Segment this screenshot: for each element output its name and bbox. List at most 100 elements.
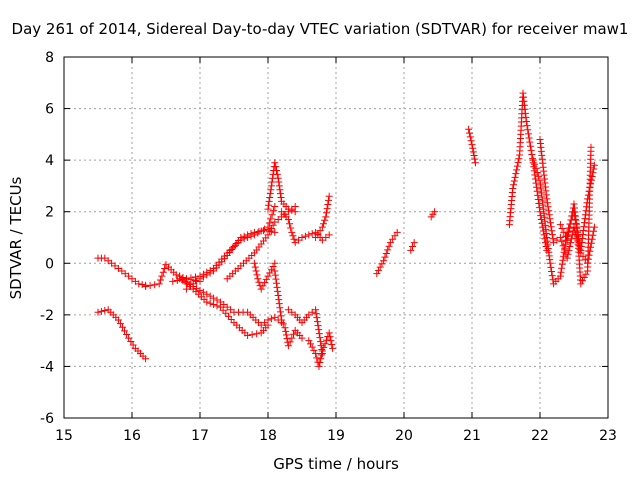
data-point xyxy=(275,182,283,190)
y-tick-label: -2 xyxy=(40,308,54,324)
data-point xyxy=(269,207,277,215)
data-point xyxy=(376,263,384,271)
data-point xyxy=(512,170,520,178)
series-arc-8 xyxy=(223,203,299,283)
y-tick-label: -4 xyxy=(40,359,54,375)
data-point xyxy=(298,234,306,241)
data-point xyxy=(313,314,321,322)
series-arc-2 xyxy=(94,306,150,363)
data-point xyxy=(138,281,146,289)
data-point xyxy=(314,322,322,330)
data-point xyxy=(329,344,337,352)
data-point xyxy=(255,227,263,235)
series-arc-13 xyxy=(284,306,326,358)
data-point xyxy=(266,269,274,277)
data-point xyxy=(265,201,273,209)
data-point xyxy=(253,271,261,279)
data-point xyxy=(564,232,572,240)
series-arc-17 xyxy=(407,239,418,254)
data-point xyxy=(543,199,551,207)
data-point xyxy=(410,239,418,247)
series-arc-5 xyxy=(182,226,279,293)
data-point xyxy=(471,159,479,167)
data-point xyxy=(590,161,598,169)
data-point xyxy=(265,197,273,205)
series-arc-14 xyxy=(305,329,337,370)
data-point xyxy=(316,359,324,367)
data-point xyxy=(524,130,532,138)
data-point xyxy=(187,274,195,282)
data-point xyxy=(267,186,275,194)
data-point xyxy=(210,294,218,302)
data-point xyxy=(558,264,566,272)
data-point xyxy=(522,117,530,125)
series-arc-9 xyxy=(264,159,299,216)
data-point xyxy=(547,223,555,231)
data-point xyxy=(203,298,211,306)
data-point xyxy=(515,155,523,163)
data-point xyxy=(549,276,557,284)
data-point xyxy=(305,337,313,345)
data-point xyxy=(523,122,531,130)
data-point xyxy=(142,282,150,290)
data-point xyxy=(325,231,333,239)
data-point xyxy=(275,296,283,304)
data-point xyxy=(266,228,274,236)
data-point xyxy=(381,253,389,261)
data-point xyxy=(267,215,275,223)
data-point xyxy=(533,169,541,177)
series-arc-12 xyxy=(250,259,279,293)
plot-frame xyxy=(63,56,609,419)
data-point xyxy=(587,176,595,184)
data-point xyxy=(275,300,283,308)
y-tick-label: 4 xyxy=(45,153,54,169)
data-point xyxy=(322,213,330,221)
y-tick-label: 6 xyxy=(45,102,54,118)
data-point xyxy=(560,246,568,254)
data-point xyxy=(528,150,536,158)
data-point xyxy=(563,236,571,244)
data-point xyxy=(118,323,126,331)
data-point xyxy=(579,227,587,235)
data-point xyxy=(305,231,313,239)
y-tick-label: -6 xyxy=(40,411,54,427)
gridlines xyxy=(64,57,608,418)
data-point xyxy=(526,138,534,146)
data-point xyxy=(250,228,258,236)
data-point xyxy=(548,231,556,239)
data-point xyxy=(431,208,439,216)
data-point xyxy=(286,220,294,228)
x-tick-label: 17 xyxy=(191,428,209,444)
data-point xyxy=(261,279,269,287)
data-point xyxy=(262,275,270,283)
data-point xyxy=(324,200,332,208)
data-point xyxy=(155,280,163,288)
data-point xyxy=(159,268,167,276)
data-point xyxy=(565,228,573,236)
data-point xyxy=(465,125,473,133)
data-point xyxy=(587,143,595,151)
data-point xyxy=(271,267,279,275)
data-point xyxy=(409,243,416,251)
data-point xyxy=(566,220,574,228)
data-point xyxy=(254,275,262,283)
data-point xyxy=(310,346,318,354)
data-points xyxy=(94,89,598,370)
data-point xyxy=(274,287,282,295)
data-point xyxy=(312,350,320,358)
data-point xyxy=(268,211,276,219)
data-point xyxy=(544,203,552,211)
data-point xyxy=(322,209,330,217)
data-point xyxy=(558,238,566,246)
data-point xyxy=(318,351,326,359)
data-point xyxy=(259,227,267,235)
data-point xyxy=(532,179,540,187)
data-point xyxy=(526,142,534,150)
data-point xyxy=(281,324,289,332)
y-tick-label: 8 xyxy=(45,50,54,66)
data-point xyxy=(563,254,571,262)
data-point xyxy=(213,296,221,304)
data-point xyxy=(267,315,275,323)
data-point xyxy=(287,224,295,232)
data-point xyxy=(576,245,584,253)
